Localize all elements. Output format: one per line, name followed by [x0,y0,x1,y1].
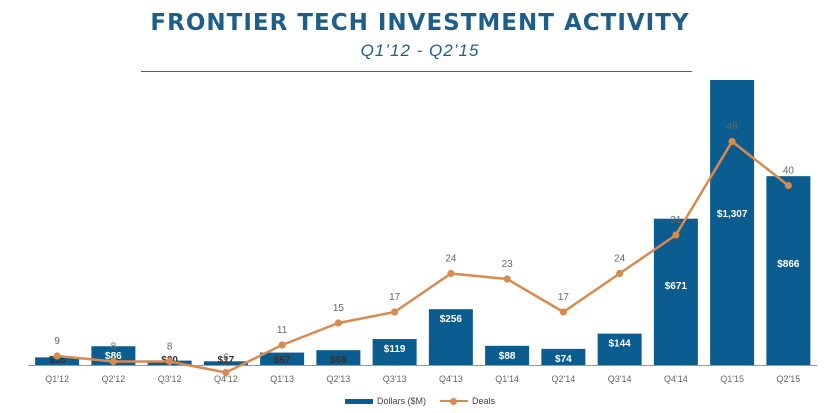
deals-value-label: 9 [54,336,60,347]
deals-value-label: 17 [558,292,570,303]
bar-value-label: $86 [105,351,122,362]
x-tick-label: Q4'13 [439,374,463,384]
x-tick-label: Q2'15 [777,374,801,384]
x-tick-label: Q3'12 [158,374,182,384]
bar-value-label: $57 [274,355,291,366]
deals-point [278,341,286,349]
bar-value-label: $256 [440,314,463,325]
deals-value-label: 23 [502,259,514,270]
bar-value-label: $119 [384,344,406,355]
bar [372,339,417,365]
deals-point [222,368,230,377]
deals-value-label: 8 [167,342,173,353]
deals-value-label: 24 [614,254,626,265]
x-tick-label: Q1'14 [495,374,519,384]
deals-value-label: 40 [783,166,795,177]
legend-item-deals: Deals [440,396,495,406]
deals-value-label: 24 [445,254,457,265]
chart-legend: Dollars ($M) Deals [0,396,840,406]
deals-point [728,137,736,146]
bar-value-label: $17 [218,355,235,366]
deals-point [672,231,680,239]
deals-point [503,275,511,283]
deals-value-label: 17 [389,292,401,303]
deals-point [447,269,455,278]
x-tick-label: Q1'15 [720,374,744,384]
deals-value-label: 8 [111,342,117,353]
chart-title: FRONTIER TECH INVESTMENT ACTIVITY [150,10,690,36]
deals-point [166,357,174,366]
bar [316,350,361,365]
x-tick-label: Q2'13 [327,374,351,384]
x-tick-label: Q4'12 [214,374,238,384]
bar-value-label: $866 [777,259,800,270]
x-tick-label: Q1'12 [45,374,69,384]
deals-point [784,181,792,190]
deals-line [57,140,790,374]
legend-label-dollars: Dollars ($M) [376,396,426,406]
x-tick-label: Q2'12 [102,374,126,384]
deals-value-label: 48 [727,122,739,133]
deals-point [559,308,567,316]
deals-value-label: 31 [670,215,682,226]
legend-swatch-bar [344,398,373,404]
x-tick-label: Q3'13 [383,374,407,384]
x-tick-label: Q2'14 [552,374,576,384]
deals-point [334,319,342,327]
bar [35,357,80,365]
legend-swatch-line [440,397,468,405]
bar-value-label: $671 [665,281,688,292]
deals-value-label: 11 [277,325,288,336]
title-divider [141,71,692,72]
x-tick-label: Q4'14 [664,374,688,384]
deals-value-label: 15 [333,303,345,314]
bar-value-label: $88 [499,351,516,362]
legend-item-dollars: Dollars ($M) [344,396,426,406]
x-tick-label: Q1'13 [270,374,294,384]
bar [766,176,811,365]
chart-subtitle: Q1’12 - Q2’15 [360,41,480,60]
bar-value-label: $1,307 [717,209,748,220]
bar [260,352,305,365]
deals-point [109,357,117,366]
bar [541,348,586,365]
bar [428,309,473,365]
deals-point [616,269,624,278]
x-tick-label: Q3'14 [608,374,632,384]
bar [485,345,530,365]
bar [597,333,642,365]
deals-value-label: 6 [223,353,229,364]
bar [653,218,698,365]
deals-point [53,352,61,360]
bar [203,361,248,365]
bar [710,80,755,365]
legend-label-deals: Deals [472,396,496,406]
bar-value-label: $35 [49,355,66,366]
bar-value-label: $74 [555,354,572,365]
bar-value-label: $68 [330,355,347,366]
bar-value-label: $144 [609,339,632,350]
deals-point [391,308,399,316]
